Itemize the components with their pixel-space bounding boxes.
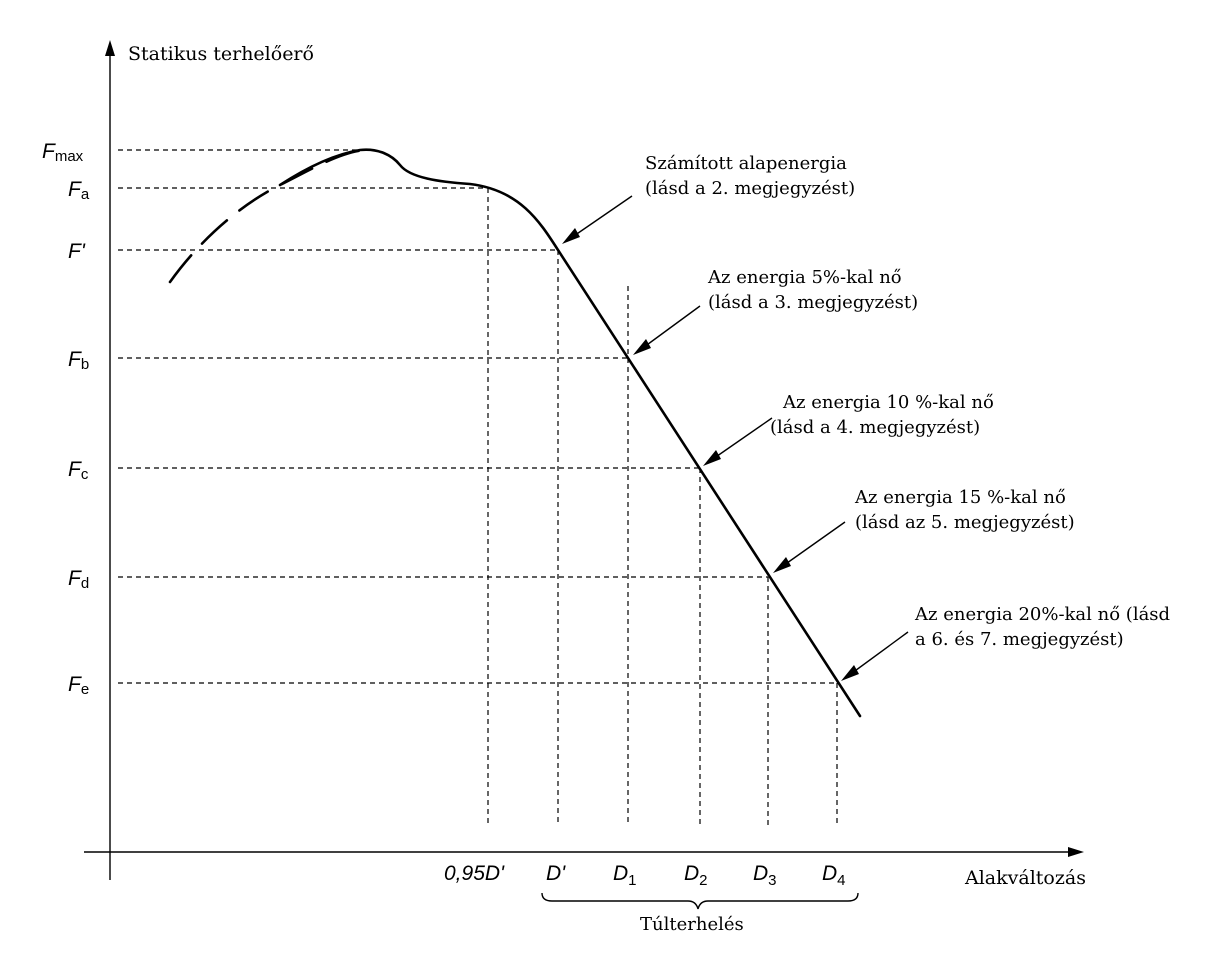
x-axis-label: Alakváltozás	[964, 867, 1086, 889]
overload-brace-icon	[541, 892, 859, 910]
annotations: Számított alapenergia (lásd a 2. megjegy…	[645, 153, 1176, 650]
arrow-plus20	[847, 631, 909, 677]
overload-label: Túlterhelés	[640, 914, 744, 935]
deflection-labels: 0,95D' D' D1 D2 D3 D4	[444, 862, 846, 889]
curve-solid	[278, 148, 862, 718]
force-labels: Fmax Fa F' Fb Fc Fd Fe	[42, 140, 90, 698]
deflection-label-d2: D2	[684, 862, 708, 889]
force-label-fmax: Fmax	[42, 140, 84, 165]
annotation-plus10: Az energia 10 %-kal nő (lásd a 4. megjeg…	[770, 392, 1000, 438]
deflection-label-dprime: D'	[546, 862, 566, 885]
annotation-plus20: Az energia 20%-kal nő (lásd a 6. és 7. m…	[914, 604, 1176, 650]
force-label-fc: Fc	[68, 458, 89, 483]
curve-dashed-rise	[168, 148, 367, 284]
force-label-fd: Fd	[68, 567, 89, 592]
deflection-label-d3: D3	[753, 862, 777, 889]
force-label-fprime: F'	[68, 240, 86, 263]
annotation-arrows	[562, 195, 909, 681]
arrowhead-plus20-icon	[841, 665, 859, 681]
arrow-base-energy	[567, 195, 633, 241]
deflection-label-d1: D1	[613, 862, 637, 889]
force-label-fb: Fb	[68, 348, 89, 373]
arrow-plus5	[639, 305, 701, 351]
deflection-label-d4: D4	[822, 862, 846, 889]
arrowhead-plus10-icon	[703, 450, 721, 466]
arrow-plus15	[779, 521, 846, 569]
load-curve	[168, 148, 862, 718]
overload-brace: Túlterhelés	[541, 892, 859, 935]
deflection-guides	[487, 188, 838, 826]
annotation-plus5: Az energia 5%-kal nő (lásd a 3. megjegyz…	[707, 267, 918, 313]
arrowhead-plus15-icon	[773, 557, 791, 573]
force-label-fa: Fa	[68, 178, 90, 203]
axes: Statikus terhelőerő Alakváltozás	[84, 40, 1086, 889]
y-axis-label: Statikus terhelőerő	[128, 43, 314, 65]
arrow-plus10	[709, 417, 773, 462]
annotation-base-energy: Számított alapenergia (lásd a 2. megjegy…	[645, 153, 855, 199]
y-axis-arrowhead	[105, 40, 115, 56]
x-axis-arrowhead	[1068, 847, 1084, 857]
annotation-plus15: Az energia 15 %-kal nő (lásd az 5. megje…	[854, 487, 1075, 533]
force-guides	[118, 149, 837, 684]
arrowhead-base-energy-icon	[562, 228, 580, 244]
arrowhead-plus5-icon	[633, 339, 651, 355]
force-label-fe: Fe	[68, 673, 89, 698]
deflection-label-d095: 0,95D'	[444, 862, 505, 885]
